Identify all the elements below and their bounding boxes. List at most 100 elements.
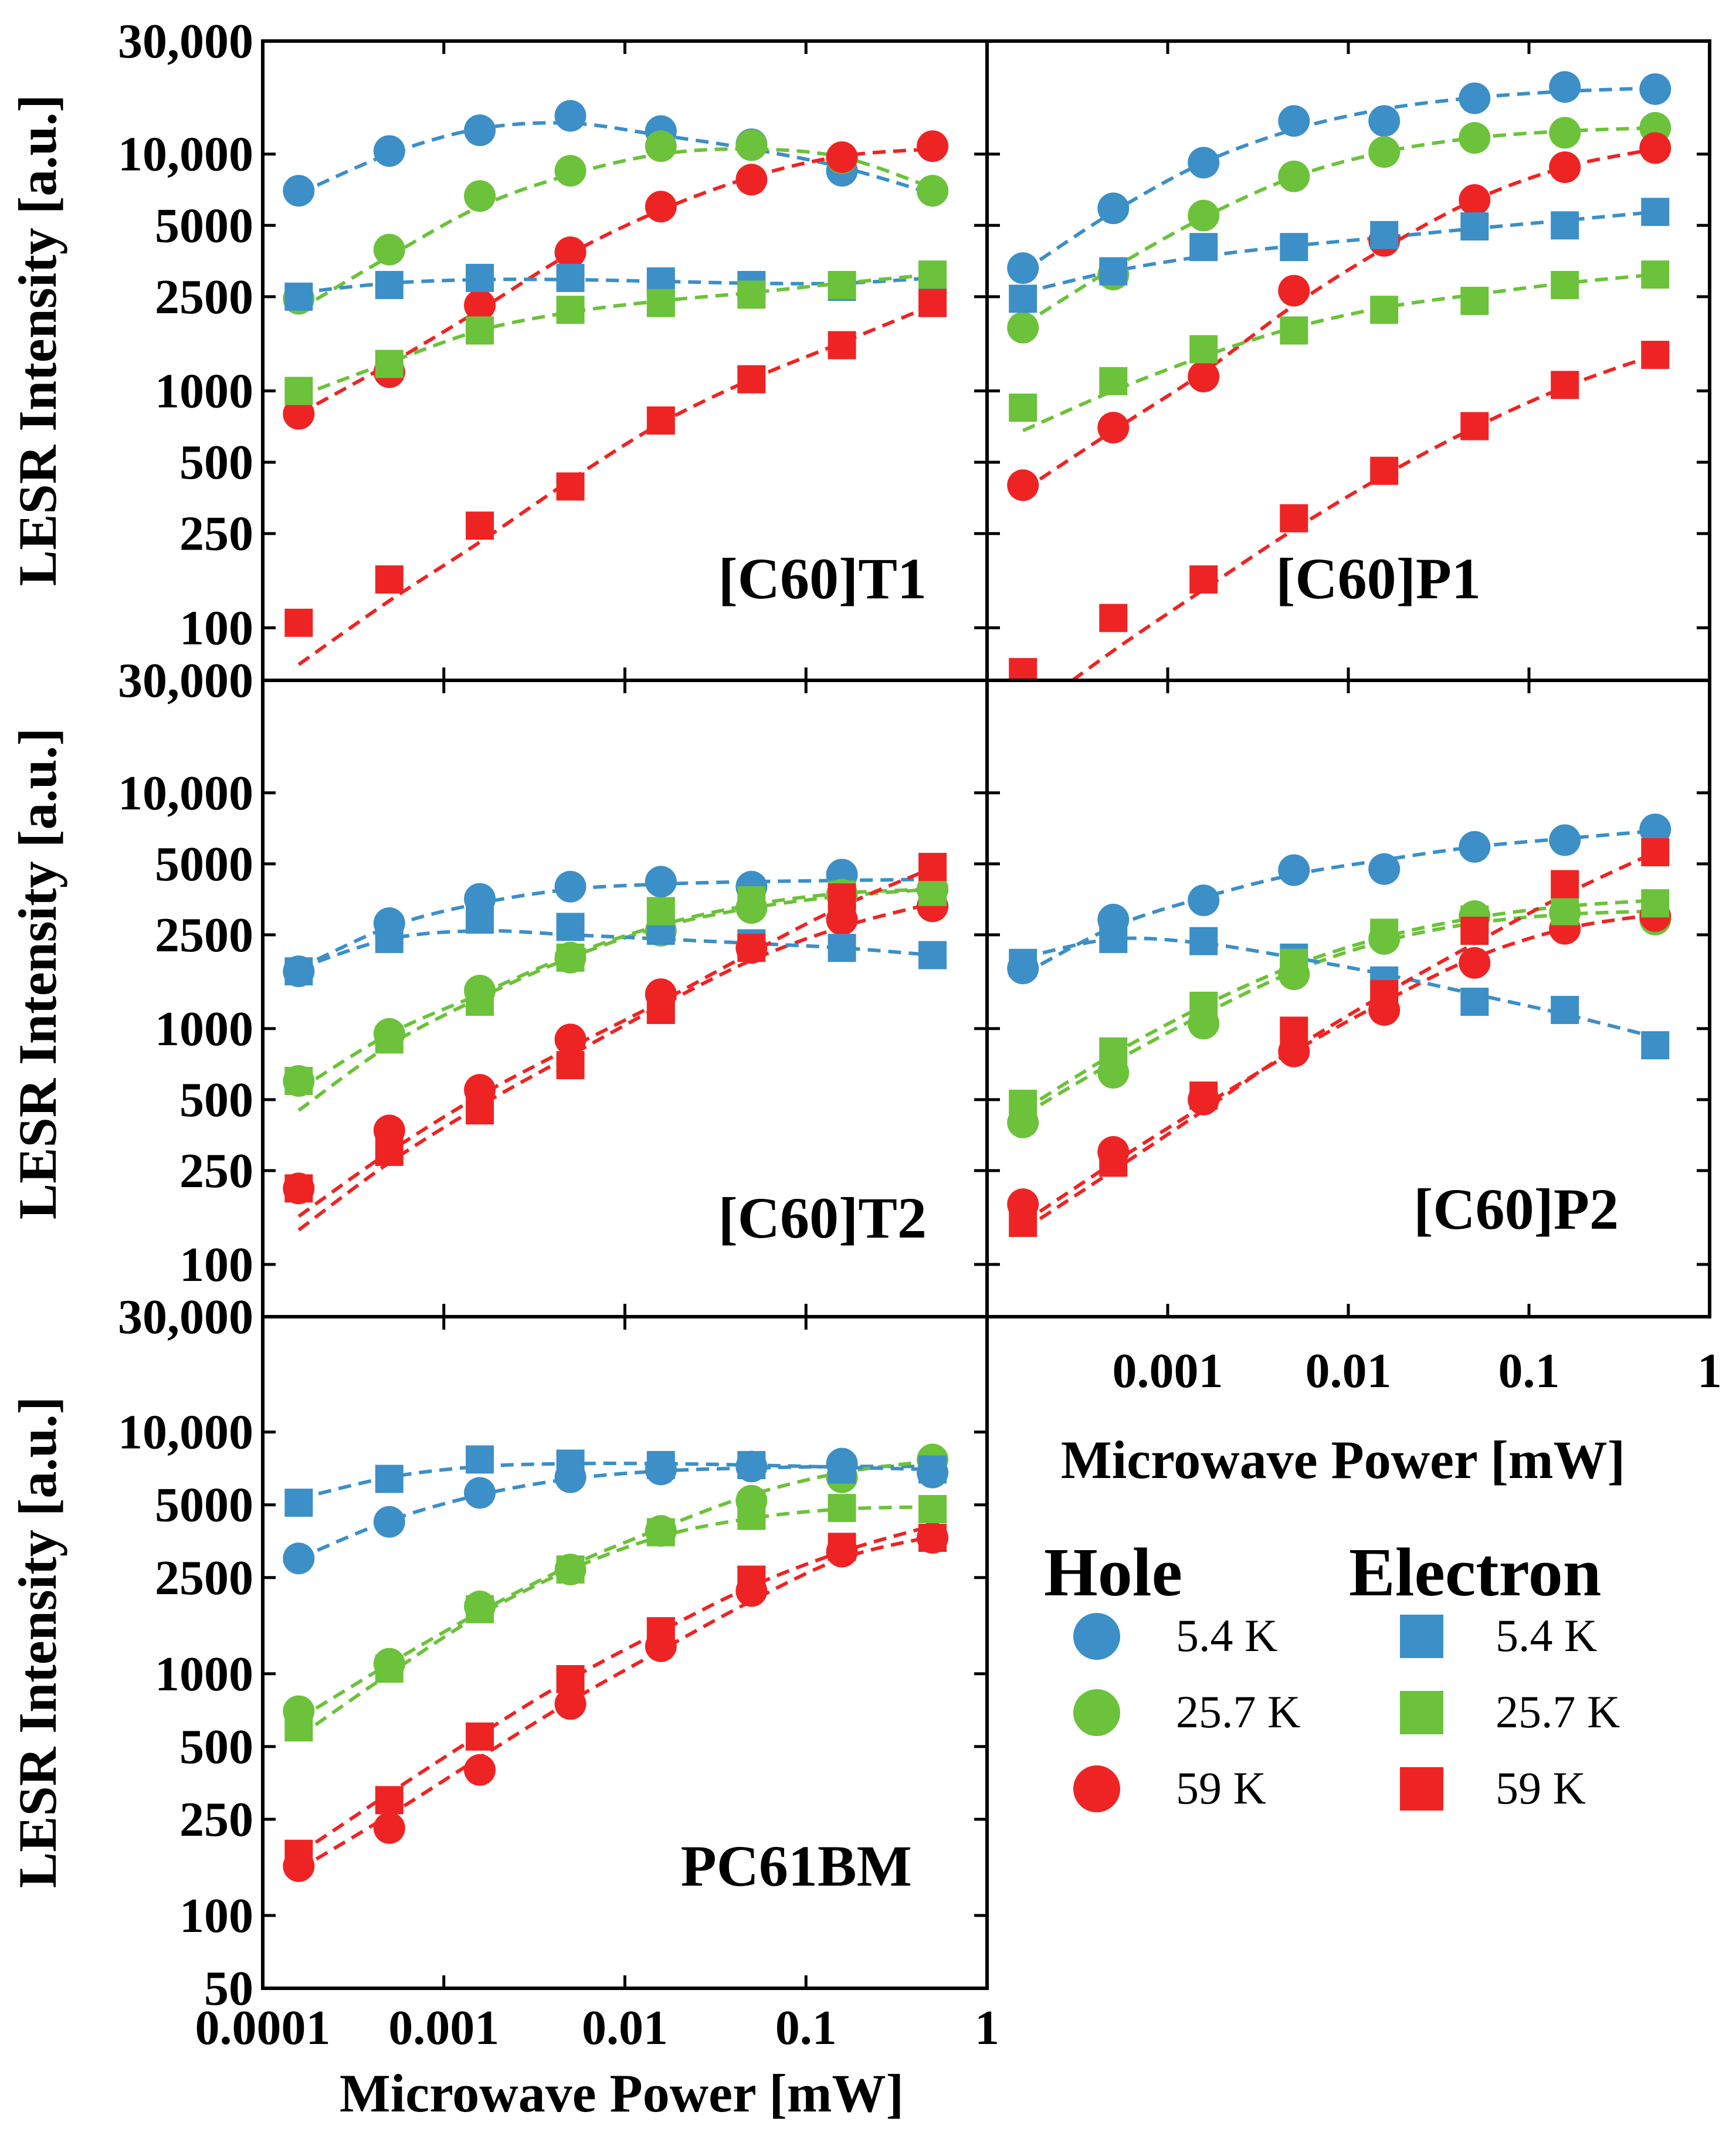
data-point-hole-5-4-k-8 <box>1639 813 1671 846</box>
x-axis-title-right: Microwave Power [mW] <box>1061 1430 1625 1490</box>
data-point-electron-25-7-k-7 <box>828 1494 856 1523</box>
y-tick-label: 100 <box>179 1238 253 1292</box>
legend-electron-label-59-k: 59 K <box>1496 1762 1586 1813</box>
data-point-electron-25-7-k-2 <box>1099 1037 1128 1066</box>
data-point-hole-59-k-7 <box>1549 151 1581 184</box>
legend: Hole Electron 5.4 K 5.4 K 25.7 K 25.7 K 59 K… <box>1044 1534 1620 1813</box>
data-point-electron-59-k-5 <box>1370 980 1399 1009</box>
data-point-electron-59-k-5 <box>1370 456 1399 485</box>
data-point-hole-5-4-k-7 <box>1549 824 1581 856</box>
y-tick-label: 1000 <box>155 364 253 419</box>
y-tick-label: 250 <box>179 1144 253 1198</box>
data-point-electron-25-7-k-1 <box>284 1066 313 1095</box>
data-point-electron-59-k-7 <box>1551 870 1579 899</box>
data-point-electron-59-k-7 <box>828 1533 856 1561</box>
data-point-hole-5-4-k-4 <box>554 870 586 903</box>
data-point-electron-5-4-k-4 <box>1280 233 1308 262</box>
data-point-electron-5-4-k-6 <box>1460 212 1489 241</box>
x-tick-label-right: 0.01 <box>1306 1344 1392 1398</box>
data-point-electron-25-7-k-8 <box>918 1495 947 1524</box>
data-point-electron-59-k-6 <box>1460 412 1489 440</box>
data-point-electron-59-k-7 <box>828 883 856 912</box>
data-point-electron-5-4-k-2 <box>375 1465 404 1493</box>
data-point-hole-59-k-4 <box>554 1023 586 1056</box>
panel-plot-area <box>283 853 949 1232</box>
data-point-electron-59-k-5 <box>646 1617 675 1646</box>
data-point-electron-5-4-k-4 <box>556 913 585 941</box>
fit-line-electron-59-k <box>297 1524 933 1856</box>
data-point-hole-5-4-k-3 <box>1188 884 1220 917</box>
y-tick-label: 100 <box>179 1889 253 1943</box>
data-point-hole-59-k-3 <box>464 1754 496 1786</box>
data-point-electron-59-k-4 <box>1280 504 1308 533</box>
data-point-hole-59-k-4 <box>554 1688 586 1720</box>
data-point-electron-5-4-k-3 <box>466 905 494 934</box>
panels-layer: [C60]T1 [C60]P1 [C60]T2 [C60]P2 PC61BM <box>261 41 1711 1988</box>
fit-line-electron-5-4-k <box>298 276 933 294</box>
data-point-hole-59-k-4 <box>554 236 586 269</box>
data-point-hole-59-k-1 <box>1007 469 1039 501</box>
data-point-electron-59-k-1 <box>284 1174 313 1203</box>
data-point-electron-59-k-4 <box>556 1051 585 1080</box>
data-point-electron-25-7-k-4 <box>1280 948 1308 977</box>
data-point-electron-5-4-k-8 <box>1641 198 1670 226</box>
y-tick-label: 250 <box>179 1792 253 1847</box>
axis-titles-layer: LESR Intensity [a.u.] LESR Intensity [a.… <box>8 94 1625 2123</box>
data-point-hole-5-4-k-4 <box>1278 105 1310 137</box>
data-point-hole-25-7-k-3 <box>464 180 496 212</box>
data-point-electron-25-7-k-3 <box>1189 991 1218 1020</box>
data-point-hole-25-7-k-6 <box>735 129 768 161</box>
data-point-electron-5-4-k-2 <box>375 924 404 953</box>
panel-plot-area <box>1007 71 1671 680</box>
data-point-hole-25-7-k-4 <box>1278 160 1310 192</box>
data-point-electron-5-4-k-2 <box>1099 924 1128 953</box>
data-point-electron-5-4-k-2 <box>1099 257 1128 286</box>
data-point-electron-59-k-3 <box>466 1722 494 1751</box>
legend-electron-marker-5-4-k <box>1400 1615 1443 1658</box>
data-point-electron-25-7-k-6 <box>737 886 766 915</box>
legend-hole-label-59-k: 59 K <box>1176 1762 1266 1813</box>
legend-hole-label-25-7-k: 25.7 K <box>1176 1686 1300 1737</box>
data-point-electron-5-4-k-1 <box>284 957 313 986</box>
data-point-hole-5-4-k-1 <box>283 175 315 207</box>
x-tick-label-bottom: 0.0001 <box>195 2001 331 2055</box>
data-point-electron-25-7-k-5 <box>646 289 675 317</box>
data-point-electron-59-k-8 <box>918 289 947 317</box>
data-point-electron-59-k-3 <box>466 1096 494 1125</box>
x-tick-label-right: 0.1 <box>1498 1344 1560 1398</box>
data-point-electron-25-7-k-1 <box>284 377 313 405</box>
data-point-electron-59-k-8 <box>1641 838 1670 867</box>
legend-electron-marker-59-k <box>1400 1767 1443 1811</box>
data-point-hole-25-7-k-7 <box>1549 117 1581 149</box>
legend-hole-marker-5-4-k <box>1073 1613 1120 1660</box>
legend-hole-header: Hole <box>1044 1534 1182 1611</box>
data-point-hole-59-k-1 <box>283 398 315 430</box>
data-point-electron-25-7-k-1 <box>284 1713 313 1742</box>
legend-electron-label-5-4-k: 5.4 K <box>1496 1610 1597 1661</box>
data-point-electron-59-k-2 <box>375 1786 404 1815</box>
data-point-hole-5-4-k-6 <box>1459 830 1491 863</box>
data-point-electron-25-7-k-8 <box>918 877 947 906</box>
data-point-electron-5-4-k-3 <box>466 1445 494 1474</box>
data-point-hole-5-4-k-3 <box>1188 147 1220 179</box>
data-point-hole-5-4-k-1 <box>283 1543 315 1575</box>
x-tick-label-right: 0.001 <box>1113 1344 1223 1398</box>
data-point-electron-5-4-k-6 <box>1460 988 1489 1016</box>
data-point-hole-5-4-k-4 <box>1278 854 1310 886</box>
panel-plot-area <box>1007 813 1671 1238</box>
frame-bottom-panel <box>261 1315 989 1990</box>
data-point-electron-59-k-2 <box>375 1138 404 1167</box>
data-point-hole-59-k-2 <box>1097 412 1130 444</box>
y-tick-label: 10,000 <box>118 1405 253 1460</box>
data-point-hole-25-7-k-3 <box>1188 199 1220 232</box>
x-tick-label-bottom: 0.01 <box>582 2001 668 2055</box>
data-point-electron-59-k-6 <box>737 365 766 394</box>
data-point-electron-5-4-k-7 <box>1551 211 1579 240</box>
data-point-electron-5-4-k-7 <box>1551 995 1579 1024</box>
data-point-hole-25-7-k-1 <box>1007 311 1039 344</box>
y-tick-label: 250 <box>179 507 253 561</box>
y-axis-title-top: LESR Intensity [a.u.] <box>8 94 67 586</box>
data-point-hole-59-k-5 <box>645 191 677 223</box>
fit-line-electron-59-k <box>1069 353 1656 680</box>
